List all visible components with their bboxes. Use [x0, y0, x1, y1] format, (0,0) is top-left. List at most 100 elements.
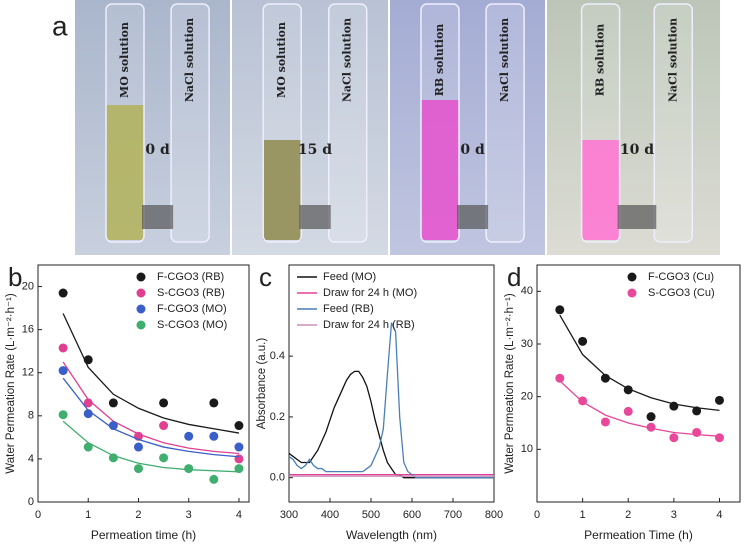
data-point — [58, 366, 68, 376]
data-point — [646, 422, 656, 432]
data-point — [234, 421, 244, 431]
y-axis-label: Absorbance (a.u.) — [256, 338, 268, 430]
legend-label: Feed (MO) — [323, 271, 376, 283]
tube — [485, 3, 525, 243]
data-point — [108, 453, 118, 463]
data-point — [669, 401, 679, 411]
data-point — [578, 336, 588, 346]
legend-label: S-CGO3 (MO) — [157, 319, 227, 331]
x-axis-label: Permeation Time (h) — [584, 528, 693, 542]
tube — [170, 3, 210, 243]
fit-line — [62, 313, 240, 434]
data-point — [600, 373, 610, 383]
data-point — [555, 373, 565, 383]
x-tick-label: 2 — [135, 509, 141, 521]
legend-label: S-CGO3 (RB) — [157, 287, 225, 299]
y-tick-label: 20 — [22, 280, 34, 292]
tube-label: RB solution — [433, 24, 446, 97]
data-point — [714, 395, 724, 405]
x-tick-label: 1 — [85, 509, 91, 521]
tube — [653, 3, 694, 243]
panel-label: d — [507, 262, 521, 292]
x-tick-label: 600 — [403, 509, 421, 521]
y-tick-label: 8 — [28, 410, 34, 422]
tube — [262, 3, 302, 243]
data-point — [133, 442, 143, 452]
legend-swatch — [627, 288, 637, 298]
data-point — [600, 417, 610, 427]
x-tick-label: 400 — [321, 509, 339, 521]
liquid — [581, 140, 620, 240]
fit-line — [559, 314, 720, 412]
legend-swatch — [136, 304, 146, 314]
time-label: 0 d — [460, 142, 485, 158]
panel-label: b — [8, 262, 22, 292]
y-tick-label: 0.2 — [270, 411, 285, 423]
data-line — [288, 370, 494, 479]
plot-frame — [288, 264, 495, 503]
clamp — [299, 205, 331, 229]
y-tick-label: 20 — [521, 391, 533, 403]
plot-frame — [37, 264, 250, 503]
tube — [580, 3, 621, 243]
tube — [327, 3, 368, 243]
x-tick-label: 4 — [716, 509, 722, 521]
tube-label: NaCl solution — [341, 18, 354, 102]
x-tick-label: 0 — [534, 509, 540, 521]
data-point — [623, 385, 633, 395]
clamp — [142, 205, 174, 229]
tube-label: NaCl solution — [498, 18, 511, 102]
data-point — [83, 442, 93, 452]
plot-frame — [536, 264, 741, 503]
data-point — [159, 453, 169, 463]
data-line — [288, 322, 494, 479]
legend-label: Feed (RB) — [323, 303, 374, 315]
legend-label: Draw for 24 h (MO) — [323, 287, 417, 299]
y-tick-label: 30 — [521, 338, 533, 350]
y-tick-label: 40 — [521, 285, 533, 297]
data-point — [209, 431, 219, 441]
legend-label: Draw for 24 h (RB) — [323, 319, 415, 331]
data-point — [234, 464, 244, 474]
legend-label: F-CGO3 (Cu) — [648, 271, 714, 283]
legend-label: F-CGO3 (RB) — [157, 271, 224, 283]
x-axis-label: Wavelength (nm) — [346, 528, 437, 542]
data-point — [83, 398, 93, 408]
x-tick-label: 700 — [444, 509, 462, 521]
y-tick-label: 0 — [28, 496, 34, 508]
data-point — [108, 421, 118, 431]
data-point — [184, 431, 194, 441]
data-point — [234, 454, 244, 464]
y-tick-label: 0.4 — [270, 350, 285, 362]
data-point — [83, 409, 93, 419]
panel-label: a — [52, 10, 68, 41]
data-point — [623, 406, 633, 416]
data-point — [133, 464, 143, 474]
legend-swatch — [627, 272, 637, 282]
data-point — [184, 464, 194, 474]
legend-swatch — [136, 288, 146, 298]
tube — [105, 3, 145, 243]
x-tick-label: 3 — [671, 509, 677, 521]
y-tick-label: 16 — [22, 324, 34, 336]
y-tick-label: 0.0 — [270, 472, 285, 484]
data-point — [555, 305, 565, 315]
y-tick-label: 10 — [521, 443, 533, 455]
tube — [420, 3, 460, 243]
time-label: 0 d — [145, 142, 170, 158]
data-point — [669, 433, 679, 443]
x-axis-label: Permeation time (h) — [91, 528, 196, 542]
panel-label: c — [259, 262, 272, 292]
fit-line — [62, 420, 239, 473]
data-point — [209, 398, 219, 408]
data-point — [159, 398, 169, 408]
x-tick-label: 1 — [580, 509, 586, 521]
x-tick-label: 0 — [35, 509, 41, 521]
clamp — [617, 205, 657, 229]
x-tick-label: 4 — [236, 509, 242, 521]
data-point — [692, 406, 702, 416]
liquid — [421, 100, 459, 240]
legend-label: S-CGO3 (Cu) — [648, 287, 715, 299]
tube-label: NaCl solution — [183, 18, 196, 102]
